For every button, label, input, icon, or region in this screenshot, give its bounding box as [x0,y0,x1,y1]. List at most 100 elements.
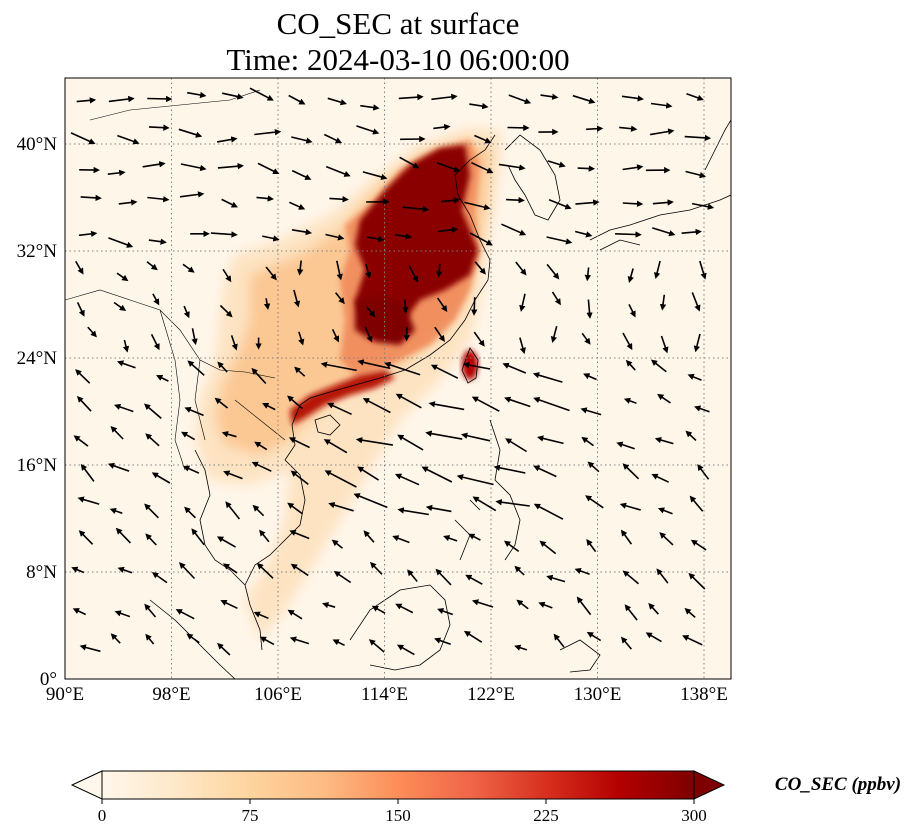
wind-arrow [550,325,558,343]
wind-arrow [615,231,642,238]
wind-arrow [183,305,190,319]
korea-coast [504,134,561,221]
wind-arrow [336,260,343,281]
wind-arrow [253,611,269,620]
wind-arrow [460,432,491,442]
wind-arrow [434,637,451,646]
wind-arrow [402,205,430,213]
wind-arrow [468,533,481,541]
wind-arrow [360,104,380,111]
wind-arrow [294,366,306,377]
concentration-field [195,128,500,640]
country-borders [65,89,286,471]
x-tick-label: 90°E [46,684,84,705]
wind-arrow [493,464,526,474]
wind-arrow [156,375,169,382]
wind-arrow [259,529,270,543]
wind-arrow [498,163,526,171]
colorbar-gradient [102,771,694,799]
wind-arrow [71,566,85,574]
wind-arrow [504,396,531,408]
wind-arrow [576,596,592,616]
wind-arrow [551,291,561,306]
wind-arrow [620,636,633,650]
map-title-line2: Time: 2024-03-10 06:00:00 [226,42,569,77]
wind-arrow [222,268,232,283]
wind-arrow [425,430,463,440]
wind-arrow [433,123,451,131]
colorbar-extend-low [70,770,103,800]
wind-arrow [76,395,92,412]
wind-arrow [263,298,271,311]
wind-arrow [219,304,233,318]
wind-arrow [514,644,528,651]
wind-arrow [214,397,229,409]
wind-arrow [536,435,564,445]
wind-arrow [182,465,200,474]
wind-arrow [117,566,133,574]
wind-arrow [178,562,196,580]
wind-arrow [428,401,465,411]
wind-arrow [399,156,420,169]
wind-arrow [187,91,207,99]
wind-arrow [217,361,228,373]
wind-arrow [653,260,661,280]
wind-arrow [291,136,313,144]
wind-arrow [191,528,205,546]
wind-arrow [146,261,158,271]
colorbar-tick-label: 300 [681,806,707,825]
wind-arrow [628,304,636,318]
wind-arrow [77,496,100,505]
wind-arrow [73,435,89,447]
wind-arrow [362,171,388,181]
colorbar-extend-high [693,770,726,800]
wind-arrow [581,436,594,447]
wind-arrow [291,228,313,236]
wind-arrow [473,331,485,347]
wind-arrow [322,602,336,609]
x-tick-label: 130°E [574,684,622,705]
wind-arrow [656,568,669,584]
wind-arrow [362,398,391,414]
sumatra-coast [149,599,236,679]
newguinea-coast [559,639,601,673]
wind-arrow [290,563,309,577]
wind-arrow [443,535,458,542]
wind-arrow [471,161,494,174]
wind-arrow [681,228,702,236]
wind-arrow [364,326,373,343]
map-frame [64,77,732,680]
wind-arrow [538,601,553,609]
wind-arrow [397,507,429,516]
wind-arrow [287,609,303,620]
wind-arrow [334,292,345,305]
wind-arrow [469,232,493,246]
wind-arrow [113,403,134,413]
wind-arrow [456,474,494,486]
wind-arrow [291,169,312,180]
wind-arrow [332,639,345,647]
wind-arrow [220,599,238,610]
wind-arrow [289,529,310,540]
wind-arrow [687,373,702,381]
x-tick-label: 114°E [361,684,408,705]
wind-arrow [79,644,101,653]
wind-arrow [116,272,129,282]
wind-arrow [323,439,348,454]
wind-arrow [622,463,640,480]
colorbar-label: CO_SEC (ppbv) [775,774,901,795]
wind-arrow [115,527,131,544]
wind-arrow [80,194,102,202]
wind-arrow [151,572,168,584]
wind-arrow [407,569,418,583]
wind-arrow [109,507,123,514]
wind-arrow [546,574,566,583]
wind-arrow [508,94,532,105]
plume-core-south [355,295,415,345]
wind-arrow [584,267,592,282]
wind-arrow [395,603,414,614]
wind-arrow [259,636,275,646]
wind-arrow [181,431,196,441]
wind-arrow [684,134,712,142]
wind-arrow [216,136,238,143]
